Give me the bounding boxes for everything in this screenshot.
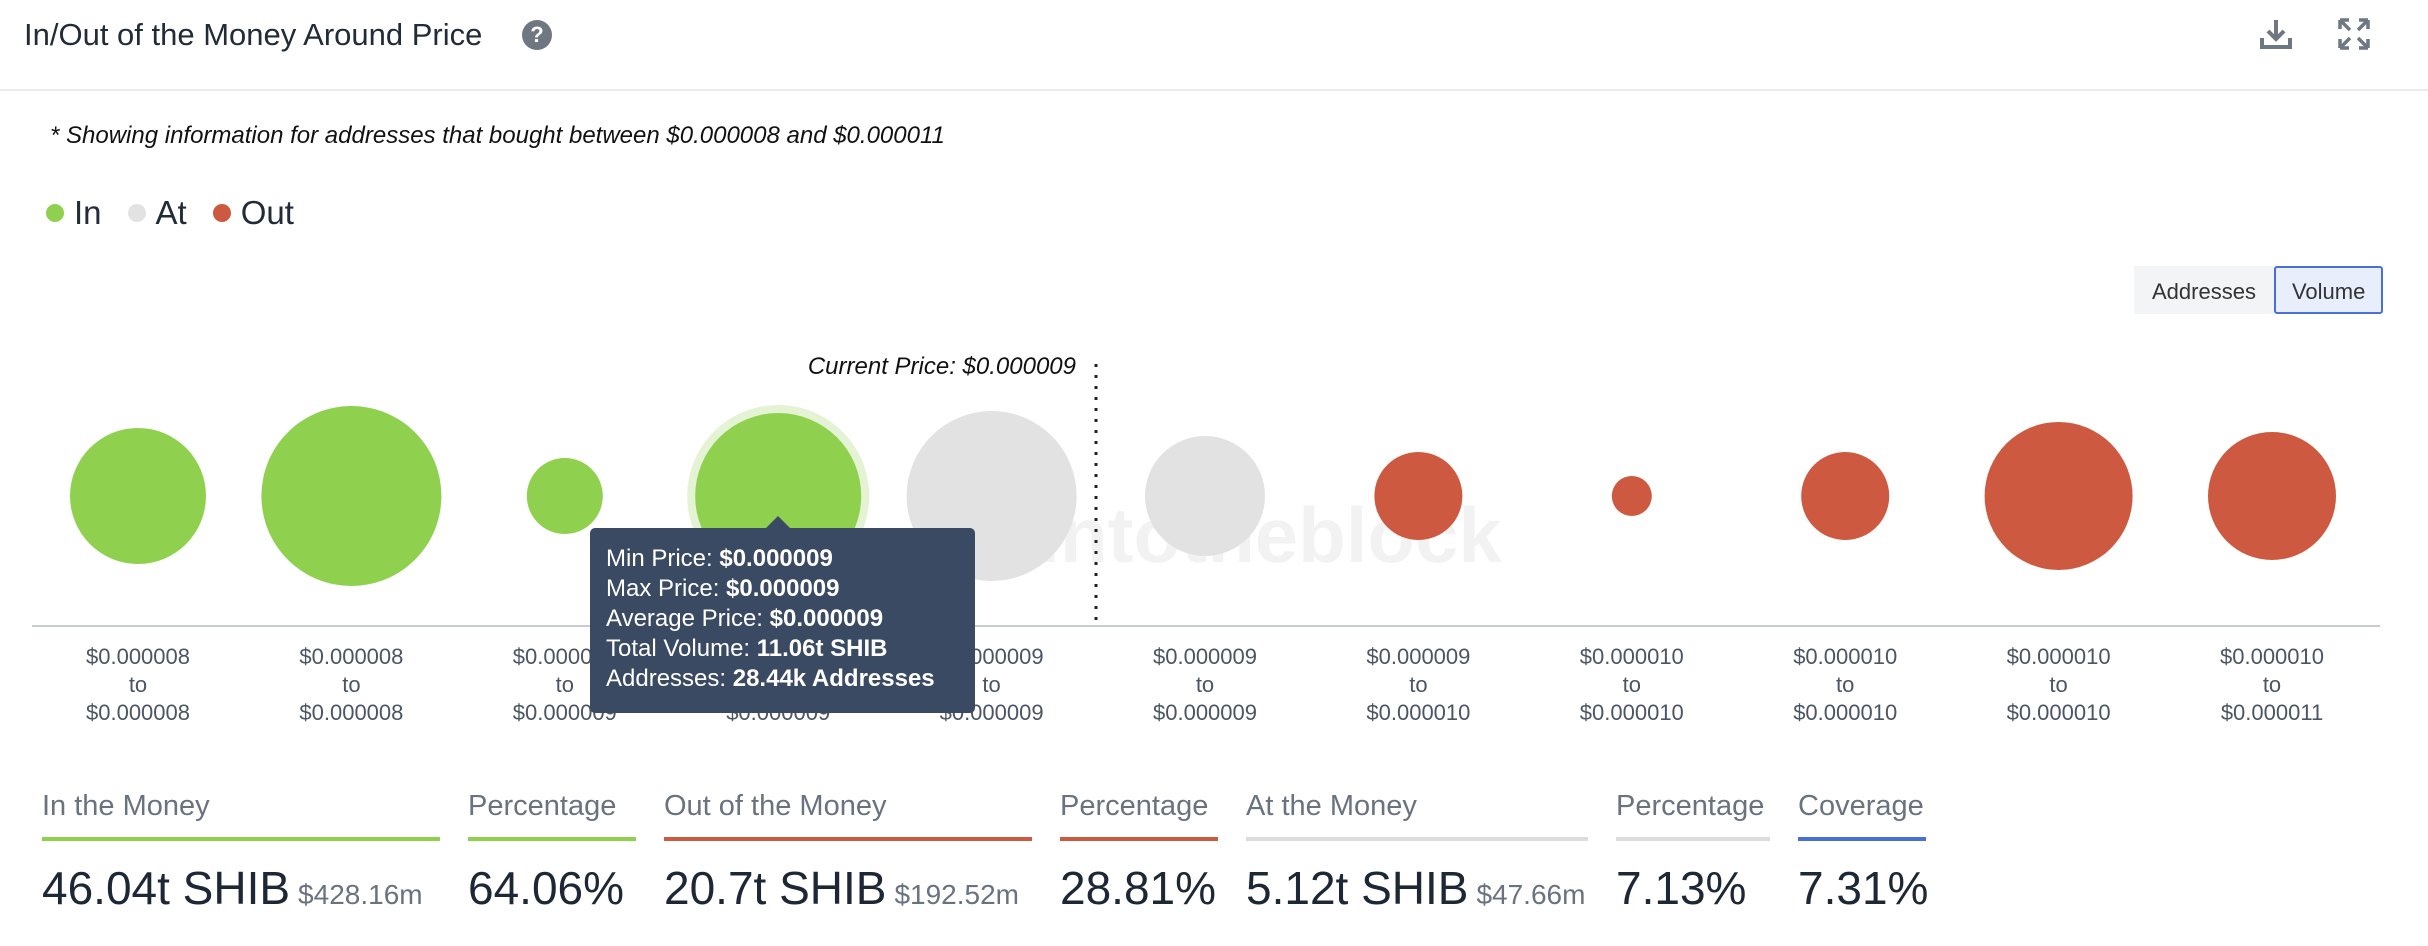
bubble-out	[1374, 452, 1463, 540]
bucket-range-label: $0.000010	[1580, 700, 1684, 725]
bucket-range-label: $0.000009	[1153, 700, 1257, 725]
widget-header: In/Out of the Money Around Price ?	[0, 0, 2428, 91]
bucket-range-label: $0.000008	[86, 700, 190, 725]
bucket-range-label: $0.000009	[1153, 644, 1257, 669]
bubble-in	[526, 458, 603, 534]
bubble-out	[1801, 452, 1890, 540]
stat-bar	[1246, 837, 1588, 841]
bucket-range-label: $0.000010	[2007, 644, 2111, 669]
bucket-range-label: $0.000010	[2007, 700, 2111, 725]
summary-stats: In the Money 46.04t SHIB $428.16m Percent…	[0, 790, 2428, 946]
legend-label-out: Out	[240, 194, 294, 231]
bucket-range-label: to	[1623, 672, 1641, 697]
bucket-range-label: $0.000010	[1793, 700, 1897, 725]
bucket-range-label: to	[556, 672, 574, 697]
stat-value: 28.81%	[1060, 862, 1217, 914]
stat-label: In the Money	[42, 790, 210, 822]
bubble-out	[1611, 476, 1652, 516]
question-circle-icon[interactable]: ?	[522, 20, 552, 50]
bubble-in	[70, 428, 206, 564]
bucket-range-label: $0.000010	[1580, 644, 1684, 669]
legend-item-out[interactable]: Out	[212, 194, 294, 232]
stat-in-percentage: Percentage 64.06%	[468, 790, 636, 915]
current-price-label: Current Price: $0.000009	[808, 353, 1076, 380]
stat-value: 64.06%	[468, 862, 625, 914]
tooltip-arrow	[765, 516, 791, 529]
stat-label: Out of the Money	[664, 790, 887, 822]
bucket-range-label: to	[982, 672, 1000, 697]
stat-bar	[1060, 837, 1218, 841]
bucket-range-label: to	[129, 672, 147, 697]
stat-at-percentage: Percentage 7.13%	[1616, 790, 1770, 915]
bucket-range-label: to	[1409, 672, 1427, 697]
chart-legend: In At Out	[46, 194, 320, 232]
stat-bar	[42, 837, 440, 841]
volume-button[interactable]: Volume	[2273, 266, 2384, 314]
tooltip-row-min-price: Min Price: $0.000009	[606, 545, 833, 572]
bucket-range-label: to	[1196, 672, 1214, 697]
stat-value: 46.04t SHIB $428.16m	[42, 862, 423, 914]
download-icon[interactable]	[2258, 16, 2294, 52]
bucket-range-label: $0.000010	[1793, 644, 1897, 669]
stat-out-of-the-money: Out of the Money 20.7t SHIB $192.52m	[664, 790, 1032, 915]
legend-dot-out	[212, 204, 231, 222]
bucket-range-label: $0.000009	[1366, 644, 1470, 669]
metric-toggle: Addresses Volume	[2134, 266, 2384, 314]
addresses-button[interactable]: Addresses	[2134, 266, 2274, 314]
bucket-range-label: $0.000010	[1366, 700, 1470, 725]
stat-label: Percentage	[1060, 790, 1209, 822]
stat-value: 20.7t SHIB $192.52m	[664, 862, 1019, 914]
bubble-tooltip: Min Price: $0.000009 Max Price: $0.00000…	[590, 528, 975, 713]
bubble-chart: intotheblock$0.000008to$0.000008$0.00000…	[32, 353, 2380, 725]
legend-dot-in	[46, 204, 64, 222]
stat-bar	[1798, 837, 1926, 841]
bucket-range-label: to	[2049, 672, 2067, 697]
legend-item-at[interactable]: At	[127, 194, 187, 232]
stat-in-the-money: In the Money 46.04t SHIB $428.16m	[42, 790, 440, 915]
stat-label: At the Money	[1246, 790, 1417, 822]
bucket-range-label: $0.000008	[86, 644, 190, 669]
bubble-out	[1984, 422, 2133, 570]
bucket-range-label: to	[1836, 672, 1854, 697]
legend-label-in: In	[74, 194, 102, 231]
stat-bar	[664, 837, 1032, 841]
tooltip-row-addresses: Addresses: 28.44k Addresses	[606, 665, 935, 692]
tooltip-row-max-price: Max Price: $0.000009	[606, 575, 840, 602]
bucket-range-label: to	[342, 672, 360, 697]
bucket-range-label: $0.000011	[2221, 700, 2323, 725]
bucket-range-label: $0.000008	[299, 644, 403, 669]
tooltip-row-average-price: Average Price: $0.000009	[606, 605, 884, 632]
bucket-range-label: to	[2263, 672, 2281, 697]
stat-bar	[468, 837, 636, 841]
stat-out-percentage: Percentage 28.81%	[1060, 790, 1218, 915]
bubble-out	[2208, 432, 2336, 560]
tooltip-row-total-volume: Total Volume: 11.06t SHIB	[606, 635, 888, 662]
stat-label: Percentage	[1616, 790, 1765, 822]
bubble-at	[1145, 436, 1265, 556]
stat-at-the-money: At the Money 5.12t SHIB $47.66m	[1246, 790, 1588, 915]
stat-value: 5.12t SHIB $47.66m	[1246, 862, 1586, 914]
bucket-range-label: $0.000010	[2220, 644, 2324, 669]
stat-coverage: Coverage 7.31%	[1798, 790, 1929, 915]
legend-dot-at	[127, 204, 146, 222]
bubble-in	[261, 406, 442, 586]
widget-title: In/Out of the Money Around Price	[24, 17, 483, 52]
bucket-range-label: $0.000008	[299, 700, 403, 725]
range-note: * Showing information for addresses that…	[50, 122, 945, 149]
legend-label-at: At	[155, 194, 187, 231]
stat-value: 7.13%	[1616, 862, 1747, 914]
stat-label: Coverage	[1798, 790, 1924, 822]
legend-item-in[interactable]: In	[46, 194, 102, 232]
stat-label: Percentage	[468, 790, 617, 822]
stat-bar	[1616, 837, 1770, 841]
stat-value: 7.31%	[1798, 862, 1929, 914]
expand-icon[interactable]	[2336, 16, 2372, 52]
